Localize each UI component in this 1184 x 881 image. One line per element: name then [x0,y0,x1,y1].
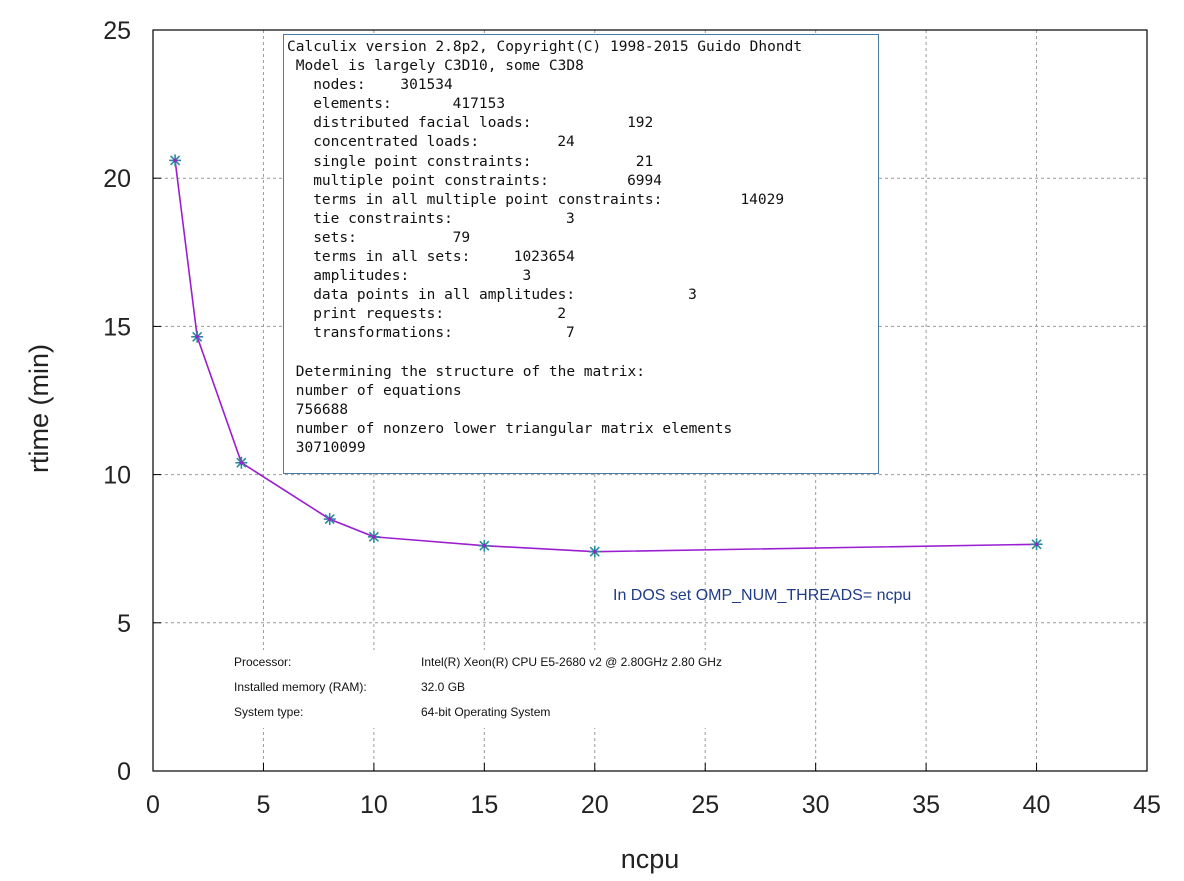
x-tick-label: 15 [470,791,498,819]
output-line-text: number of equations [287,382,462,399]
grid [153,30,1147,771]
output-line-value: 3 [522,268,532,285]
data-point-marker [367,530,380,543]
output-line: Model is largely C3D10, some C3D8 [287,57,878,76]
output-line-text: nodes: [287,77,366,94]
omp-threads-note: In DOS set OMP_NUM_THREADS= ncpu [613,587,912,604]
output-line-text: multiple point constraints: [287,172,549,189]
output-line-text: number of nonzero lower triangular matri… [287,420,733,437]
output-line-value: 301534 [400,77,453,94]
output-line-text: transformations: [287,325,453,342]
y-axis-label: rtime (min) [24,344,54,473]
output-line-text: elements: [287,96,392,113]
output-line: 756688 [287,401,878,420]
y-tick-label: 20 [103,165,131,193]
data-point-marker [1030,538,1043,551]
output-line-text: terms in all multiple point constraints: [287,191,663,208]
output-line: number of nonzero lower triangular matri… [287,420,878,439]
output-line: 30710099 [287,439,878,458]
x-tick-label: 35 [912,791,940,819]
output-line-value: 192 [627,115,654,132]
output-line-text: 30710099 [287,439,366,456]
output-line-text: single point constraints: [287,153,532,170]
output-line-text: data points in all amplitudes: [287,287,576,304]
output-line: number of equations [287,382,878,401]
x-tick-label: 5 [256,791,270,819]
x-tick-label: 25 [691,791,719,819]
output-line: distributed facial loads: 192 [287,114,878,133]
output-line-value: 417153 [452,96,506,113]
output-line-text: distributed facial loads: [287,115,532,132]
x-tick-label: 10 [360,791,388,819]
x-tick-label: 45 [1133,791,1161,819]
output-line-value: 3 [566,210,575,227]
x-tick-label: 20 [581,791,609,819]
y-axis: 0 5 10 15 20 25 [103,17,161,786]
output-line: terms in all sets: 1023654 [287,248,878,267]
system-info-value: 32.0 GB [421,680,466,694]
series-markers [169,154,1043,558]
output-line: print requests: 2 [287,305,878,324]
data-point-marker [323,513,336,526]
output-line: transformations: 7 [287,324,878,343]
x-tick-label: 30 [802,791,830,819]
output-line: terms in all multiple point constraints:… [287,191,878,210]
x-tick-label: 0 [146,791,160,819]
output-line: sets: 79 [287,229,878,248]
output-line-value: 24 [557,134,575,151]
output-line-value: 21 [635,153,654,170]
system-info-value: Intel(R) Xeon(R) CPU E5-2680 v2 @ 2.80GH… [421,655,722,669]
output-line-text: print requests: [287,306,445,323]
output-line: single point constraints: 21 [287,153,878,172]
output-line-value: 3 [688,287,697,304]
output-line-value: 14029 [740,191,785,208]
output-line-text: amplitudes: [287,268,410,285]
output-line-text: Determining the structure of the matrix: [287,363,645,380]
data-point-marker [191,330,204,343]
data-point-marker [588,545,601,558]
system-info-key: Installed memory (RAM): [234,680,367,694]
output-line: elements: 417153 [287,95,878,114]
y-tick-label: 10 [103,462,131,490]
y-tick-label: 0 [117,758,131,786]
output-line: concentrated loads: 24 [287,133,878,152]
y-tick-label: 5 [117,610,131,638]
x-tick-label: 40 [1023,791,1051,819]
output-line-value: 7 [566,325,575,342]
output-line: Determining the structure of the matrix: [287,363,878,382]
output-line [287,344,878,363]
system-info-panel: Processor: Intel(R) Xeon(R) CPU E5-2680 v… [226,650,746,728]
output-line-value: 2 [557,306,567,323]
series-line [174,160,1037,553]
solver-output-box: Calculix version 2.8p2, Copyright(C) 199… [283,34,879,474]
x-axis-label: ncpu [621,844,680,874]
output-line-text: terms in all sets: [287,249,471,266]
system-info-value: 64-bit Operating System [421,705,551,719]
plot-frame [152,29,1148,772]
output-line-value: 1023654 [513,249,575,266]
y-tick-label: 15 [103,313,131,341]
output-line-text: 756688 [287,401,349,418]
output-line: amplitudes: 3 [287,267,878,286]
output-line: tie constraints: 3 [287,210,878,229]
output-line-text: Calculix version 2.8p2, Copyright(C) 199… [287,39,803,55]
output-line-text: tie constraints: [287,210,453,227]
system-info-key: System type: [234,705,304,719]
output-line-text: sets: [287,229,357,246]
data-point-marker [235,456,248,469]
output-line-value: 6994 [627,172,662,189]
y-tick-label: 25 [103,17,131,45]
output-line-value: 79 [452,229,471,246]
system-info-key: Processor: [234,655,292,669]
output-line-text: concentrated loads: [287,134,480,151]
output-line: multiple point constraints: 6994 [287,172,878,191]
x-axis: 0 5 10 15 20 25 30 35 40 45 [146,763,1161,819]
output-line: data points in all amplitudes: 3 [287,286,878,305]
output-line: nodes: 301534 [287,76,878,95]
data-point-marker [169,154,182,167]
data-point-marker [478,539,491,552]
output-line: Calculix version 2.8p2, Copyright(C) 199… [287,38,878,57]
output-line-text: Model is largely C3D10, some C3D8 [287,58,584,75]
